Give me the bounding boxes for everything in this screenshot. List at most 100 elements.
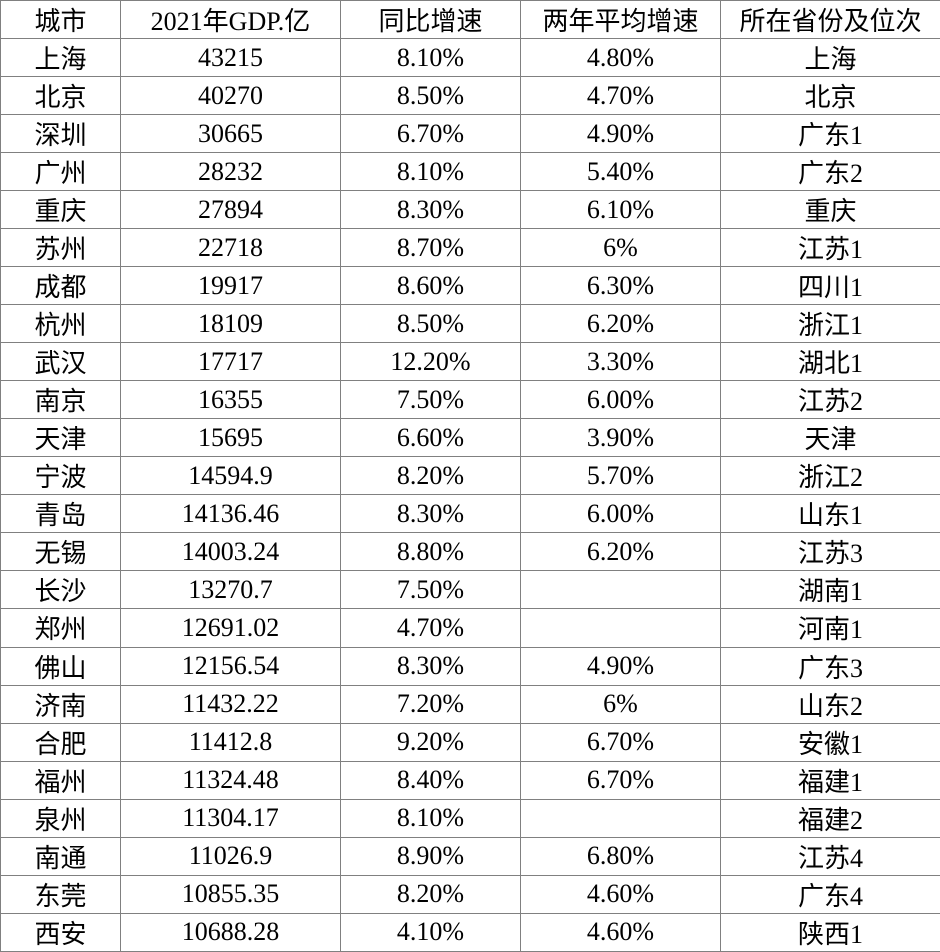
- cell-province: 重庆: [721, 191, 940, 229]
- cell-avg-growth: 6.70%: [521, 761, 721, 799]
- cell-growth: 12.20%: [341, 343, 521, 381]
- header-avg-growth: 两年平均增速: [521, 1, 721, 39]
- cell-province: 广东4: [721, 875, 940, 913]
- cell-gdp: 10855.35: [121, 875, 341, 913]
- cell-province: 天津: [721, 419, 940, 457]
- cell-gdp: 11304.17: [121, 799, 341, 837]
- cell-avg-growth: 6.10%: [521, 191, 721, 229]
- cell-gdp: 40270: [121, 77, 341, 115]
- cell-gdp: 12691.02: [121, 609, 341, 647]
- cell-city: 东莞: [1, 875, 121, 913]
- cell-city: 天津: [1, 419, 121, 457]
- cell-gdp: 27894: [121, 191, 341, 229]
- cell-avg-growth: [521, 609, 721, 647]
- cell-growth: 7.50%: [341, 381, 521, 419]
- cell-province: 江苏4: [721, 837, 940, 875]
- cell-province: 北京: [721, 77, 940, 115]
- table-row: 佛山12156.548.30%4.90%广东3: [1, 647, 940, 685]
- header-growth: 同比增速: [341, 1, 521, 39]
- cell-province: 江苏2: [721, 381, 940, 419]
- cell-gdp: 28232: [121, 153, 341, 191]
- cell-gdp: 43215: [121, 39, 341, 77]
- cell-city: 南通: [1, 837, 121, 875]
- cell-gdp: 12156.54: [121, 647, 341, 685]
- cell-avg-growth: 4.60%: [521, 875, 721, 913]
- cell-avg-growth: 6.80%: [521, 837, 721, 875]
- cell-province: 江苏3: [721, 533, 940, 571]
- cell-growth: 8.70%: [341, 229, 521, 267]
- cell-gdp: 30665: [121, 115, 341, 153]
- cell-gdp: 15695: [121, 419, 341, 457]
- cell-avg-growth: 3.90%: [521, 419, 721, 457]
- cell-growth: 6.70%: [341, 115, 521, 153]
- header-province: 所在省份及位次: [721, 1, 940, 39]
- table-row: 郑州12691.024.70%河南1: [1, 609, 940, 647]
- cell-growth: 8.30%: [341, 191, 521, 229]
- cell-avg-growth: 4.80%: [521, 39, 721, 77]
- table-row: 深圳306656.70%4.90%广东1: [1, 115, 940, 153]
- cell-gdp: 22718: [121, 229, 341, 267]
- cell-growth: 8.30%: [341, 495, 521, 533]
- cell-avg-growth: 6.70%: [521, 723, 721, 761]
- cell-city: 重庆: [1, 191, 121, 229]
- cell-gdp: 16355: [121, 381, 341, 419]
- cell-growth: 8.50%: [341, 305, 521, 343]
- table-row: 苏州227188.70%6%江苏1: [1, 229, 940, 267]
- cell-city: 杭州: [1, 305, 121, 343]
- cell-province: 福建2: [721, 799, 940, 837]
- cell-gdp: 11412.8: [121, 723, 341, 761]
- cell-gdp: 13270.7: [121, 571, 341, 609]
- cell-growth: 8.60%: [341, 267, 521, 305]
- table-row: 北京402708.50%4.70%北京: [1, 77, 940, 115]
- table-row: 重庆278948.30%6.10%重庆: [1, 191, 940, 229]
- header-gdp: 2021年GDP.亿: [121, 1, 341, 39]
- cell-gdp: 14136.46: [121, 495, 341, 533]
- table-row: 宁波14594.98.20%5.70%浙江2: [1, 457, 940, 495]
- cell-province: 广东3: [721, 647, 940, 685]
- cell-province: 上海: [721, 39, 940, 77]
- table-row: 青岛14136.468.30%6.00%山东1: [1, 495, 940, 533]
- cell-city: 合肥: [1, 723, 121, 761]
- cell-province: 江苏1: [721, 229, 940, 267]
- cell-province: 浙江1: [721, 305, 940, 343]
- cell-avg-growth: 4.90%: [521, 647, 721, 685]
- cell-province: 福建1: [721, 761, 940, 799]
- cell-avg-growth: 5.40%: [521, 153, 721, 191]
- cell-province: 山东1: [721, 495, 940, 533]
- table-row: 武汉1771712.20%3.30%湖北1: [1, 343, 940, 381]
- cell-city: 佛山: [1, 647, 121, 685]
- cell-growth: 4.70%: [341, 609, 521, 647]
- cell-avg-growth: [521, 571, 721, 609]
- table-row: 杭州181098.50%6.20%浙江1: [1, 305, 940, 343]
- cell-province: 陕西1: [721, 913, 940, 951]
- cell-avg-growth: [521, 799, 721, 837]
- cell-growth: 8.10%: [341, 153, 521, 191]
- table-row: 合肥11412.89.20%6.70%安徽1: [1, 723, 940, 761]
- cell-city: 泉州: [1, 799, 121, 837]
- cell-province: 山东2: [721, 685, 940, 723]
- cell-province: 河南1: [721, 609, 940, 647]
- cell-gdp: 14594.9: [121, 457, 341, 495]
- cell-city: 北京: [1, 77, 121, 115]
- cell-city: 南京: [1, 381, 121, 419]
- cell-growth: 8.90%: [341, 837, 521, 875]
- cell-avg-growth: 6%: [521, 229, 721, 267]
- table-row: 南京163557.50%6.00%江苏2: [1, 381, 940, 419]
- cell-city: 成都: [1, 267, 121, 305]
- cell-province: 安徽1: [721, 723, 940, 761]
- cell-avg-growth: 6.00%: [521, 495, 721, 533]
- cell-gdp: 18109: [121, 305, 341, 343]
- cell-avg-growth: 6.30%: [521, 267, 721, 305]
- cell-gdp: 11026.9: [121, 837, 341, 875]
- cell-avg-growth: 6.20%: [521, 305, 721, 343]
- cell-avg-growth: 4.70%: [521, 77, 721, 115]
- cell-avg-growth: 6.00%: [521, 381, 721, 419]
- cell-city: 青岛: [1, 495, 121, 533]
- cell-gdp: 10688.28: [121, 913, 341, 951]
- header-city: 城市: [1, 1, 121, 39]
- cell-growth: 6.60%: [341, 419, 521, 457]
- cell-avg-growth: 4.60%: [521, 913, 721, 951]
- cell-growth: 9.20%: [341, 723, 521, 761]
- cell-growth: 8.80%: [341, 533, 521, 571]
- cell-growth: 8.10%: [341, 39, 521, 77]
